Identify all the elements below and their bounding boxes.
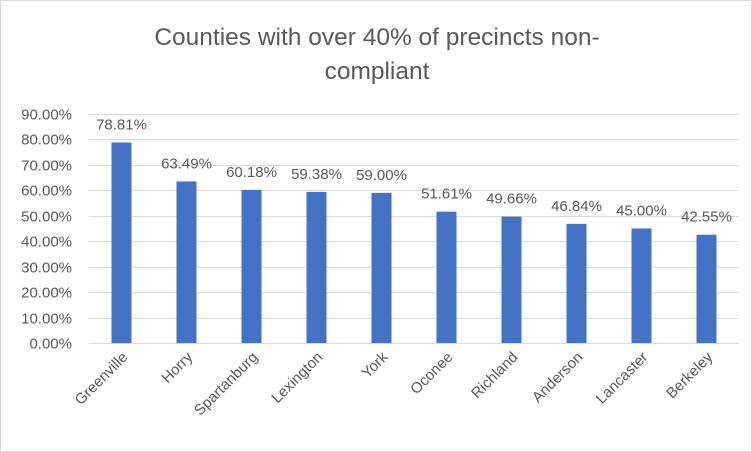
x-tick-label: Lexington [268, 349, 326, 407]
x-tick-label: Berkeley [663, 348, 717, 402]
y-tick-label: 90.00% [21, 107, 72, 124]
x-tick-label: Oconee [407, 349, 456, 398]
bar [436, 211, 457, 343]
x-tick-label: Horry [158, 348, 196, 386]
bar [631, 228, 652, 343]
bar [566, 223, 587, 343]
bar [241, 189, 262, 343]
bar [176, 181, 197, 343]
data-label: 51.61% [421, 186, 472, 203]
data-label: 63.49% [161, 155, 212, 172]
y-tick-label: 10.00% [21, 311, 72, 328]
data-label: 59.00% [356, 167, 407, 184]
y-tick-label: 40.00% [21, 234, 72, 251]
x-tick-label: Greenville [72, 349, 132, 409]
y-tick-label: 0.00% [29, 336, 72, 353]
x-tick-label: York [358, 348, 391, 381]
x-tick-label: Richland [468, 349, 521, 402]
bar [501, 216, 522, 343]
y-tick-label: 30.00% [21, 260, 72, 277]
data-label: 42.55% [681, 209, 732, 226]
y-tick-label: 20.00% [21, 285, 72, 302]
y-tick-label: 60.00% [21, 183, 72, 200]
x-tick-label: Anderson [529, 349, 586, 406]
bar [371, 192, 392, 343]
data-label: 49.66% [486, 191, 537, 208]
data-label: 60.18% [226, 164, 277, 181]
x-tick-label: Spartanburg [191, 349, 261, 419]
bar [696, 234, 717, 343]
x-tick-label: Lancaster [593, 349, 652, 408]
data-label: 59.38% [291, 166, 342, 183]
chart-title-line-2: compliant [324, 58, 430, 85]
y-tick-label: 80.00% [21, 132, 72, 149]
chart-title-line-1: Counties with over 40% of precincts non- [154, 24, 600, 51]
data-label: 78.81% [96, 116, 147, 133]
y-tick-label: 70.00% [21, 158, 72, 175]
y-tick-label: 50.00% [21, 209, 72, 226]
data-label: 46.84% [551, 198, 602, 215]
chart-title: Counties with over 40% of precincts non-… [1, 21, 752, 89]
bar [306, 191, 327, 343]
bar [111, 142, 132, 343]
data-label: 45.00% [616, 203, 667, 220]
